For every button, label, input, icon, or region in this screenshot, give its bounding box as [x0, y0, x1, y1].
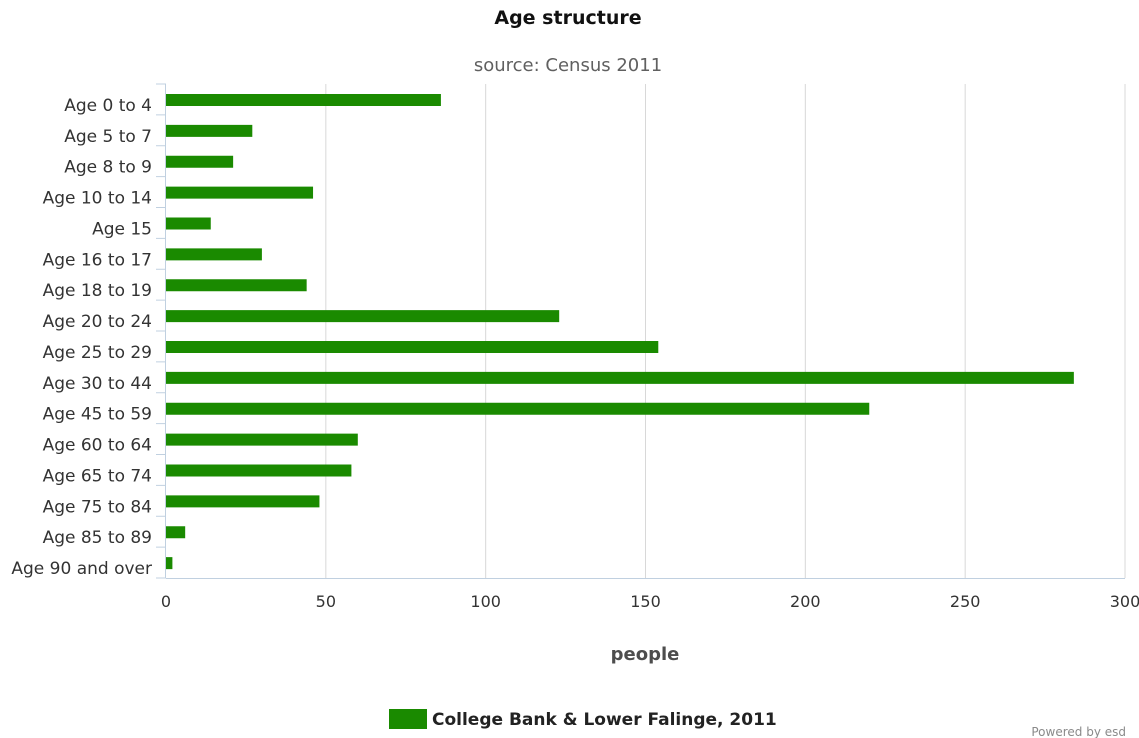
- bar[interactable]: [166, 495, 320, 508]
- bars: [166, 94, 1074, 570]
- legend-label[interactable]: College Bank & Lower Falinge, 2011: [432, 710, 777, 730]
- y-category-label: Age 75 to 84: [43, 497, 152, 517]
- bar[interactable]: [166, 341, 659, 353]
- bar[interactable]: [166, 124, 253, 137]
- x-tick-label: 300: [1110, 592, 1139, 611]
- bar[interactable]: [166, 310, 560, 323]
- bar[interactable]: [166, 526, 186, 539]
- y-category-label: Age 20 to 24: [43, 312, 152, 332]
- x-tick-label: 50: [316, 592, 336, 611]
- x-axis-title: people: [611, 644, 680, 665]
- y-category-label: Age 65 to 74: [43, 466, 152, 486]
- legend[interactable]: College Bank & Lower Falinge, 2011: [389, 709, 777, 730]
- y-category-label: Age 18 to 19: [43, 281, 152, 301]
- bar[interactable]: [166, 279, 307, 292]
- y-category-label: Age 0 to 4: [64, 96, 152, 116]
- bar[interactable]: [166, 155, 234, 168]
- chart-subtitle: source: Census 2011: [474, 55, 662, 76]
- x-tick-label: 250: [950, 592, 981, 611]
- y-category-label: Age 5 to 7: [64, 127, 152, 147]
- x-tick-label: 100: [470, 592, 501, 611]
- y-category-label: Age 60 to 64: [43, 436, 152, 456]
- y-category-label: Age 16 to 17: [43, 250, 152, 270]
- y-category-label: Age 45 to 59: [43, 405, 152, 425]
- y-category-label: Age 30 to 44: [43, 374, 152, 394]
- bar[interactable]: [166, 464, 352, 477]
- gridlines: [325, 84, 1126, 578]
- chart-title: Age structure: [494, 7, 641, 29]
- bar[interactable]: [166, 557, 173, 570]
- bar[interactable]: [166, 94, 441, 106]
- y-category-label: Age 85 to 89: [43, 528, 152, 548]
- y-category-label: Age 10 to 14: [43, 189, 152, 209]
- bar[interactable]: [166, 186, 314, 199]
- axes: 0 50 100 150 200 250 300 Age 0 to 4 Age 5 to 7 Ag…: [11, 83, 1139, 611]
- bar[interactable]: [166, 402, 870, 415]
- y-category-label: Age 90 and over: [11, 559, 152, 579]
- x-tick-label: 150: [630, 592, 661, 611]
- x-tick-label: 0: [161, 592, 171, 611]
- y-category-label: Age 8 to 9: [64, 158, 152, 178]
- x-tick-label: 200: [790, 592, 821, 611]
- bar[interactable]: [166, 217, 211, 230]
- y-category-label: Age 15: [92, 219, 152, 239]
- legend-swatch: [389, 709, 427, 729]
- bar[interactable]: [166, 248, 262, 261]
- bar[interactable]: [166, 433, 358, 446]
- credit-text: Powered by esd: [1031, 725, 1126, 738]
- bar[interactable]: [166, 371, 1074, 384]
- y-category-label: Age 25 to 29: [43, 343, 152, 363]
